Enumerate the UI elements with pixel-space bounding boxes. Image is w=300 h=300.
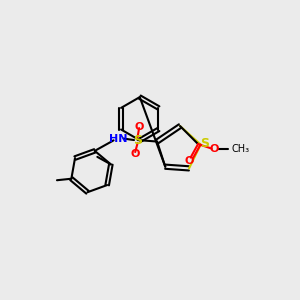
- Text: CH₃: CH₃: [232, 144, 250, 154]
- Text: HN: HN: [109, 134, 128, 143]
- Text: O: O: [134, 122, 144, 131]
- Text: S: S: [133, 134, 142, 146]
- Text: O: O: [184, 156, 194, 166]
- Text: O: O: [210, 144, 219, 154]
- Text: O: O: [130, 148, 140, 158]
- Text: S: S: [200, 136, 209, 150]
